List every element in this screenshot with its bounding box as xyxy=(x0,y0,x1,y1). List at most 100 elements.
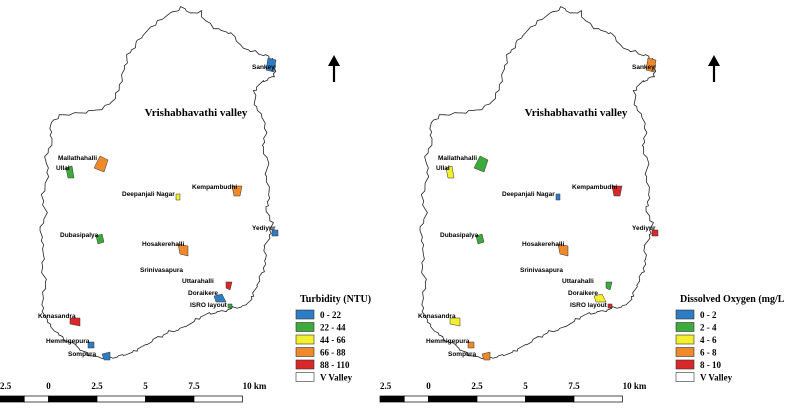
site-marker xyxy=(645,57,657,73)
legend: Dissolved Oxygen (mg/L 0 - 2 2 - 4 4 - 6 6 -… xyxy=(675,294,785,383)
site-marker xyxy=(93,155,109,173)
legend-swatch-outline xyxy=(675,372,695,382)
site-label: Uttarahalli xyxy=(562,278,594,285)
site-marker xyxy=(473,155,489,173)
site-label: Ullal xyxy=(436,165,450,172)
site-marker xyxy=(555,193,561,201)
site-marker xyxy=(101,351,111,361)
legend-entry: 22 - 44 xyxy=(320,323,346,333)
legend-swatch xyxy=(295,322,315,332)
site-label: Hosakerehalli xyxy=(142,241,184,248)
scale-label: 10 km xyxy=(623,381,647,391)
site-label: Mallathahalli xyxy=(58,155,97,162)
site-label: Hemmigepura xyxy=(426,338,470,345)
site-marker xyxy=(611,185,623,197)
site-marker xyxy=(65,165,75,179)
site-marker xyxy=(445,165,455,179)
site-label: Srinivasapura xyxy=(520,267,563,274)
site-marker xyxy=(475,233,485,245)
legend-entry: 88 - 110 xyxy=(320,360,350,370)
site-label: Dubasipalya xyxy=(440,232,479,239)
site-label: Yediyur xyxy=(252,225,276,232)
scale-bar: 2.5 0 2.5 5 7.5 10 km xyxy=(0,381,267,403)
site-label: Deepanjali Nagar xyxy=(502,191,555,198)
site-label: ISRO layout xyxy=(190,302,228,309)
site-marker xyxy=(69,317,81,327)
north-arrow-icon xyxy=(708,55,720,82)
site-marker xyxy=(265,57,277,73)
legend-swatch xyxy=(675,347,695,357)
map-panel-turbidity: Vrishabhavathi valley Sankey Mallathahalli… xyxy=(0,6,371,403)
site-label: Yediyur xyxy=(632,225,656,232)
site-marker xyxy=(605,281,613,291)
scale-label: 7.5 xyxy=(568,381,580,391)
site-label: Doraikere xyxy=(568,290,598,297)
site-marker xyxy=(225,281,233,291)
scale-label: 10 km xyxy=(243,381,267,391)
site-label: Ullal xyxy=(56,165,70,172)
legend-entry: 4 - 6 xyxy=(700,335,717,345)
site-marker xyxy=(557,243,569,257)
legend-entry: V Valley xyxy=(320,373,353,383)
legend-entry: 66 - 88 xyxy=(320,348,346,358)
legend-title: Dissolved Oxygen (mg/L xyxy=(680,294,785,305)
site-label: Konasandra xyxy=(38,313,76,320)
site-label: Sompura xyxy=(68,351,97,358)
site-marker xyxy=(271,229,279,237)
map-panel-dissolved-oxygen: Vrishabhavathi valley Sankey Mallathahalli… xyxy=(379,6,785,403)
site-marker xyxy=(467,341,475,349)
site-label: Srinivasapura xyxy=(140,267,183,274)
site-marker xyxy=(177,243,189,257)
site-marker xyxy=(607,303,613,309)
site-marker xyxy=(87,341,95,349)
site-label: Mallathahalli xyxy=(438,155,477,162)
legend-swatch xyxy=(675,309,695,320)
scale-label: 2.5 xyxy=(91,381,103,391)
legend-swatch xyxy=(295,334,315,345)
north-arrow-icon xyxy=(328,55,340,82)
site-label: Sompura xyxy=(448,351,477,358)
legend: Turbidity (NTU) 0 - 22 22 - 44 44 - 66 66 - … xyxy=(295,294,371,383)
legend-entry: 2 - 4 xyxy=(700,323,717,333)
legend-entry: 6 - 8 xyxy=(700,348,717,358)
site-marker xyxy=(175,193,181,201)
site-label: Sankey xyxy=(632,64,655,71)
legend-entry: 8 - 10 xyxy=(700,360,721,370)
legend-entry: 44 - 66 xyxy=(320,335,346,345)
site-label: Kempambudhi xyxy=(572,184,617,191)
legend-title: Turbidity (NTU) xyxy=(300,294,371,305)
scale-label: 7.5 xyxy=(188,381,200,391)
site-marker xyxy=(651,229,659,237)
site-marker xyxy=(227,303,233,309)
legend-swatch xyxy=(675,359,695,370)
scale-label: 5 xyxy=(523,381,528,391)
site-label: ISRO layout xyxy=(570,302,608,309)
scale-label: 2.5 xyxy=(471,381,483,391)
legend-swatch xyxy=(295,309,315,320)
scale-bar: 2.5 0 2.5 5 7.5 10 km xyxy=(379,381,647,403)
site-marker xyxy=(593,293,607,303)
site-label: Dubasipalya xyxy=(60,232,99,239)
scale-label: 0 xyxy=(46,381,51,391)
site-label: Hosakerehalli xyxy=(522,241,564,248)
legend-swatch xyxy=(295,359,315,370)
site-label: Deepanjali Nagar xyxy=(122,191,175,198)
scale-label: 2.5 xyxy=(0,381,12,391)
site-label: Uttarahalli xyxy=(182,278,214,285)
site-marker xyxy=(231,185,243,197)
valley-title: Vrishabhavathi valley xyxy=(145,107,248,119)
site-label: Doraikere xyxy=(188,290,218,297)
legend-entry: 0 - 22 xyxy=(320,310,341,320)
legend-swatch xyxy=(675,322,695,332)
site-marker xyxy=(449,317,461,327)
scale-label: 5 xyxy=(143,381,148,391)
legend-swatch-outline xyxy=(295,372,315,382)
valley-boundary xyxy=(39,6,277,360)
site-marker xyxy=(95,233,105,245)
legend-swatch xyxy=(675,334,695,345)
site-label: Konasandra xyxy=(418,313,456,320)
site-marker xyxy=(213,293,227,303)
site-label: Hemmigepura xyxy=(46,338,90,345)
scale-label: 2.5 xyxy=(380,381,392,391)
